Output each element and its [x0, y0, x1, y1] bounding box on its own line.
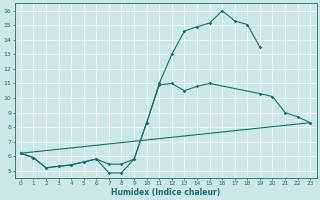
X-axis label: Humidex (Indice chaleur): Humidex (Indice chaleur) — [111, 188, 220, 197]
